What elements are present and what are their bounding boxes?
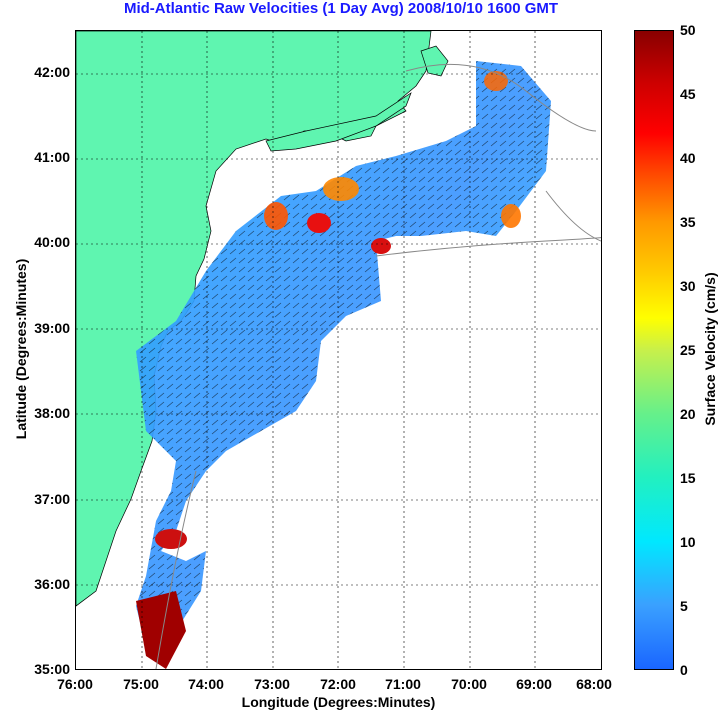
colorbar-tick: 5 [680, 598, 688, 614]
lat-tick: 36:00 [34, 576, 70, 592]
colorbar-tick: 10 [680, 534, 696, 550]
lon-tick: 68:00 [576, 676, 612, 692]
y-axis-label: Latitude (Degrees:Minutes) [13, 258, 29, 440]
map-canvas [76, 31, 601, 669]
colorbar-tick: 30 [680, 278, 696, 294]
long-island-land [265, 92, 412, 152]
lat-tick: 41:00 [34, 149, 70, 165]
x-axis-label: Longitude (Degrees:Minutes) [241, 694, 436, 710]
lon-tick: 73:00 [254, 676, 290, 692]
colorbar-tick: 50 [680, 22, 696, 38]
cape-cod-land [420, 45, 449, 77]
lat-tick: 42:00 [34, 64, 70, 80]
lon-tick: 69:00 [516, 676, 552, 692]
lat-tick: 39:00 [34, 320, 70, 336]
lat-tick: 38:00 [34, 405, 70, 421]
lon-tick: 75:00 [123, 676, 159, 692]
lat-tick: 37:00 [34, 491, 70, 507]
colorbar-tick: 25 [680, 342, 696, 358]
colorbar-tick: 15 [680, 470, 696, 486]
lon-tick: 71:00 [385, 676, 421, 692]
lon-tick: 72:00 [320, 676, 356, 692]
colorbar-tick: 45 [680, 86, 696, 102]
map-plot-area [75, 30, 602, 670]
lon-tick: 70:00 [451, 676, 487, 692]
colorbar [634, 30, 674, 670]
map-title: Mid-Atlantic Raw Velocities (1 Day Avg) … [123, 0, 559, 17]
mainland-land [76, 31, 432, 607]
colorbar-tick: 0 [680, 662, 688, 678]
lon-tick: 76:00 [57, 676, 93, 692]
lon-tick: 74:00 [188, 676, 224, 692]
colorbar-tick: 20 [680, 406, 696, 422]
lat-tick: 35:00 [34, 661, 70, 677]
colorbar-label: Surface Velocity (cm/s) [702, 272, 718, 426]
colorbar-tick: 35 [680, 214, 696, 230]
lat-tick: 40:00 [34, 234, 70, 250]
colorbar-tick: 40 [680, 150, 696, 166]
